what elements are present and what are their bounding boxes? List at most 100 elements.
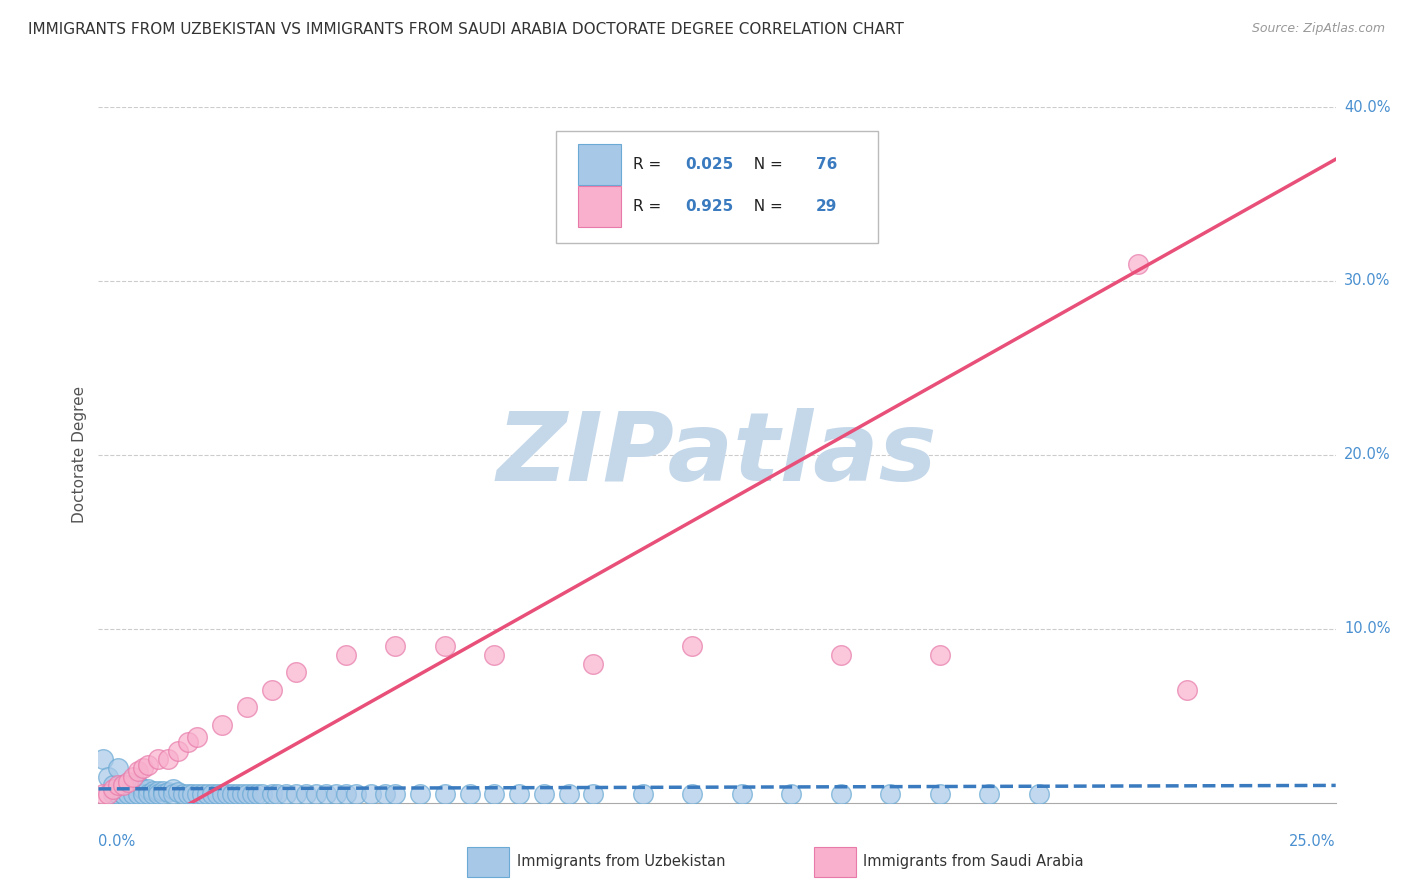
Point xyxy=(315,787,337,801)
Point xyxy=(97,770,120,784)
Point xyxy=(236,787,259,801)
Point xyxy=(156,752,179,766)
Point xyxy=(103,778,125,792)
Point xyxy=(112,787,135,801)
Point xyxy=(335,787,357,801)
Point xyxy=(107,787,129,801)
Point xyxy=(384,639,406,653)
Point xyxy=(186,787,208,801)
Point xyxy=(236,700,259,714)
Point xyxy=(1028,787,1050,801)
Text: N =: N = xyxy=(744,157,787,172)
Point xyxy=(146,787,169,801)
Point xyxy=(285,787,308,801)
Point xyxy=(240,787,263,801)
Point xyxy=(136,787,159,801)
Point xyxy=(928,648,950,662)
Point xyxy=(231,787,253,801)
Point xyxy=(205,787,228,801)
Point xyxy=(266,787,288,801)
Point xyxy=(191,787,214,801)
Text: IMMIGRANTS FROM UZBEKISTAN VS IMMIGRANTS FROM SAUDI ARABIA DOCTORATE DEGREE CORR: IMMIGRANTS FROM UZBEKISTAN VS IMMIGRANTS… xyxy=(28,22,904,37)
Point xyxy=(112,787,135,801)
Text: 20.0%: 20.0% xyxy=(1344,448,1391,462)
Point xyxy=(127,764,149,779)
Point xyxy=(217,787,239,801)
Point xyxy=(152,783,174,797)
Point xyxy=(122,770,145,784)
Point xyxy=(409,787,432,801)
Point xyxy=(433,787,456,801)
Point xyxy=(211,717,233,731)
Point xyxy=(181,787,204,801)
FancyBboxPatch shape xyxy=(467,847,509,877)
Point xyxy=(127,787,149,801)
Point xyxy=(508,787,530,801)
Point xyxy=(250,787,273,801)
Point xyxy=(103,787,125,801)
Point xyxy=(146,752,169,766)
Point xyxy=(557,787,579,801)
Point xyxy=(374,787,396,801)
Point xyxy=(186,730,208,744)
Point xyxy=(211,787,233,801)
Text: 0.925: 0.925 xyxy=(685,199,733,214)
FancyBboxPatch shape xyxy=(578,186,620,227)
Point xyxy=(122,778,145,792)
Point xyxy=(152,787,174,801)
Point xyxy=(221,787,243,801)
Point xyxy=(979,787,1001,801)
Point xyxy=(162,787,184,801)
Point xyxy=(127,778,149,792)
Text: 30.0%: 30.0% xyxy=(1344,274,1391,288)
Point xyxy=(162,781,184,796)
Text: 0.025: 0.025 xyxy=(685,157,733,172)
Point xyxy=(830,787,852,801)
FancyBboxPatch shape xyxy=(814,847,856,877)
Point xyxy=(295,787,318,801)
Text: 29: 29 xyxy=(815,199,838,214)
Point xyxy=(360,787,382,801)
Point xyxy=(681,787,703,801)
Point xyxy=(533,787,555,801)
Point xyxy=(146,783,169,797)
Point xyxy=(136,757,159,772)
Point xyxy=(285,665,308,680)
Point xyxy=(117,778,139,792)
Text: 25.0%: 25.0% xyxy=(1289,834,1336,849)
Point xyxy=(226,787,249,801)
Text: 40.0%: 40.0% xyxy=(1344,100,1391,114)
Point xyxy=(136,781,159,796)
Point xyxy=(142,787,165,801)
Text: N =: N = xyxy=(744,199,787,214)
Point xyxy=(276,787,298,801)
Point xyxy=(830,648,852,662)
Point xyxy=(132,761,155,775)
Point xyxy=(132,787,155,801)
Point xyxy=(107,761,129,775)
Point xyxy=(1126,256,1149,270)
Point xyxy=(142,783,165,797)
Point xyxy=(117,787,139,801)
FancyBboxPatch shape xyxy=(557,131,877,243)
Point xyxy=(458,787,481,801)
Point xyxy=(246,787,269,801)
Point xyxy=(166,785,188,799)
Point xyxy=(112,778,135,792)
Text: Source: ZipAtlas.com: Source: ZipAtlas.com xyxy=(1251,22,1385,36)
Point xyxy=(117,775,139,789)
Point xyxy=(582,787,605,801)
Point xyxy=(344,787,367,801)
Text: R =: R = xyxy=(633,157,666,172)
Text: 0.0%: 0.0% xyxy=(98,834,135,849)
Point xyxy=(103,781,125,796)
Point xyxy=(93,787,115,801)
Point xyxy=(107,778,129,792)
Point xyxy=(305,787,328,801)
Point xyxy=(681,639,703,653)
Point xyxy=(156,785,179,799)
Point xyxy=(335,648,357,662)
Point xyxy=(122,787,145,801)
Point xyxy=(879,787,901,801)
Point xyxy=(172,787,194,801)
